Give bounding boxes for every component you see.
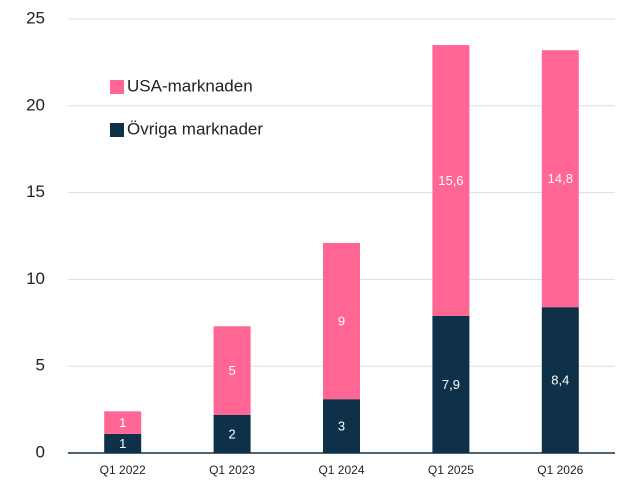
value-label: 1 bbox=[119, 436, 126, 451]
bar-segment bbox=[104, 411, 142, 434]
y-tick-label: 15 bbox=[26, 182, 45, 201]
x-tick-label: Q1 2026 bbox=[537, 463, 583, 477]
value-label: 15,6 bbox=[438, 173, 463, 188]
bar-segment bbox=[213, 414, 251, 453]
x-tick-label: Q1 2022 bbox=[100, 463, 146, 477]
value-label: 3 bbox=[338, 419, 345, 434]
legend-label: USA-marknaden bbox=[127, 76, 253, 95]
bar-segment bbox=[432, 315, 470, 453]
y-tick-label: 20 bbox=[26, 95, 45, 114]
bar-segment bbox=[432, 45, 470, 316]
y-tick-label: 0 bbox=[36, 442, 45, 461]
bar-segment bbox=[541, 307, 579, 453]
value-label: 14,8 bbox=[548, 171, 573, 186]
y-tick-label: 25 bbox=[26, 8, 45, 27]
value-label: 8,4 bbox=[551, 373, 569, 388]
bar-segment bbox=[541, 50, 579, 308]
value-label: 9 bbox=[338, 314, 345, 329]
x-tick-label: Q1 2023 bbox=[209, 463, 255, 477]
bar-segment bbox=[323, 399, 360, 453]
legend-label: Övriga marknader bbox=[127, 119, 263, 138]
legend-swatch bbox=[110, 80, 124, 94]
bar-segment bbox=[323, 242, 360, 400]
value-label: 7,9 bbox=[442, 377, 460, 392]
bar-segment bbox=[213, 326, 251, 415]
y-tick-label: 10 bbox=[26, 269, 45, 288]
value-label: 5 bbox=[228, 363, 235, 378]
bar-segment bbox=[104, 433, 142, 453]
value-label: 2 bbox=[228, 426, 235, 441]
x-tick-label: Q1 2024 bbox=[318, 463, 364, 477]
x-tick-label: Q1 2025 bbox=[428, 463, 474, 477]
y-tick-label: 5 bbox=[36, 356, 45, 375]
value-label: 1 bbox=[119, 415, 126, 430]
legend-swatch bbox=[110, 123, 124, 137]
